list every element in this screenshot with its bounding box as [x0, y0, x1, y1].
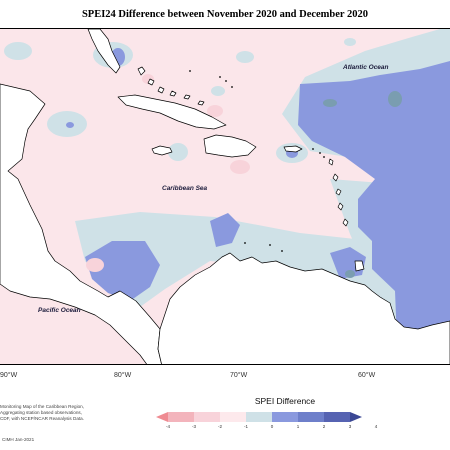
legend-swatch-6	[298, 412, 324, 422]
cuba	[117, 94, 227, 130]
pacific-ocean-label: Pacific Ocean	[38, 307, 81, 314]
jamaica	[151, 145, 173, 156]
legend-tick: 0	[270, 424, 274, 429]
longitude-70w: 70°W	[230, 372, 248, 379]
florida	[87, 29, 121, 74]
data-credit: Monitoring Map of the Caribbean Region, …	[0, 404, 120, 423]
puerto-rico	[283, 145, 303, 153]
legend-tick: -2	[217, 424, 222, 429]
legend-swatch-1	[168, 412, 194, 422]
legend-tick: 4	[374, 424, 378, 429]
legend-tick: -3	[191, 424, 196, 429]
longitude-90w: 90°W	[0, 372, 18, 379]
legend-swatch-8	[350, 412, 362, 422]
legend-tick: 3	[348, 424, 352, 429]
legend-swatch-7	[324, 412, 350, 422]
land	[0, 29, 450, 364]
longitude-60w: 60°W	[358, 372, 376, 379]
legend-colorbar	[156, 412, 362, 422]
teal-zones	[323, 91, 402, 278]
legend-swatch-3	[220, 412, 246, 422]
caribbean-sea-label: Caribbean Sea	[162, 185, 208, 192]
credit-date: CIMH Jan-2021	[2, 437, 35, 442]
legend-swatch-5	[272, 412, 298, 422]
hispaniola	[203, 134, 257, 158]
atlantic-ocean-label: Atlantic Ocean	[343, 64, 389, 71]
longitude-80w: 80°W	[114, 372, 132, 379]
central-america	[0, 83, 162, 364]
keys	[189, 70, 325, 252]
legend-title: SPEI Difference	[254, 396, 316, 406]
south-america	[157, 252, 450, 364]
legend-swatch-4	[246, 412, 272, 422]
legend-tick: -4	[165, 424, 170, 429]
credit-line-1: Monitoring Map of the Caribbean Region,	[0, 404, 85, 409]
legend-swatch-0	[156, 412, 168, 422]
legend-tick: 2	[322, 424, 326, 429]
credit-line-3: CDF, with NCEP/NCAR Reanalysis Data.	[0, 416, 84, 422]
blue-zones	[66, 48, 450, 364]
spei-map: Atlantic Ocean Caribbean Sea Pacific Oce…	[0, 28, 450, 365]
legend-swatch-2	[194, 412, 220, 422]
legend-tick: -1	[243, 424, 248, 429]
credit-line-2: Aggregating station based observations,	[0, 410, 82, 416]
map-title: SPEI24 Difference between November 2020 …	[81, 9, 369, 20]
legend-tick: 1	[296, 424, 300, 429]
